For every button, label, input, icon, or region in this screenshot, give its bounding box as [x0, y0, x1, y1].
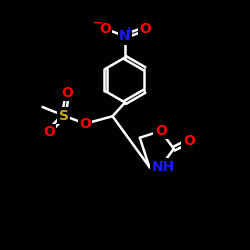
Text: O: O — [62, 86, 74, 100]
Text: O: O — [99, 22, 111, 36]
Text: S: S — [59, 108, 69, 122]
Text: +: + — [126, 26, 134, 36]
Text: N: N — [119, 29, 131, 43]
Text: O: O — [155, 124, 167, 138]
Text: O: O — [183, 134, 195, 148]
Text: NH: NH — [152, 160, 175, 173]
Text: O: O — [79, 117, 91, 131]
Text: O: O — [139, 22, 151, 36]
Text: −: − — [93, 17, 103, 30]
Text: O: O — [43, 125, 55, 139]
